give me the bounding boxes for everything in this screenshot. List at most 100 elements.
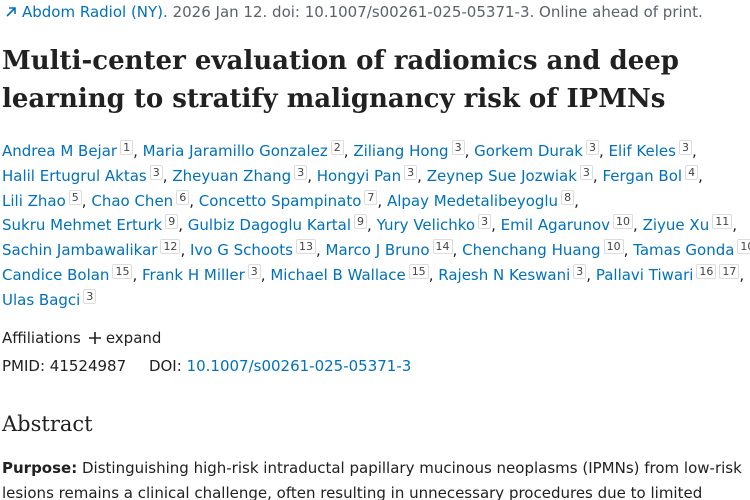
author-link[interactable]: Gulbiz Dagoglu Kartal [187,216,351,235]
author-link[interactable]: Ulas Bagci [2,290,81,309]
author-link[interactable]: Andrea M Bejar [2,142,118,160]
article-title: Multi-center evaluation of radiomics and… [2,46,679,114]
affiliation-number[interactable]: 8 [561,189,575,205]
pmid-label: PMID: [2,357,46,375]
author-separator: , [574,191,579,210]
affiliations-label: Affiliations [2,329,81,347]
author-link[interactable]: Alpay Medetalibeyoglu [386,191,559,210]
author-separator: , [691,142,697,160]
author-link[interactable]: Sukru Mehmet Erturk [2,216,163,235]
citation: Abdom Radiol (NY). 2026 Jan 12. doi: 10.… [4,3,703,21]
author-link[interactable]: Emil Agarunov [500,216,611,235]
author-separator: , [428,265,434,284]
expand-label: expand [105,329,162,347]
link-icon [6,7,16,17]
author-separator: , [343,142,349,160]
author-separator: , [315,241,321,260]
author-list: Andrea M Bejar 1, Maria Jaramillo Gonzale… [2,139,750,313]
affiliation-number[interactable]: 10 [603,239,624,255]
affiliation-number[interactable]: 6 [176,189,190,205]
author-link[interactable]: Sachin Jambawalikar [2,241,158,260]
affiliation-number[interactable]: 15 [408,263,429,279]
author-link[interactable]: Frank H Miller [142,265,245,284]
journal-link[interactable]: Abdom Radiol (NY). [22,3,168,21]
author-separator: , [417,166,422,185]
affiliation-number[interactable]: 13 [295,239,316,255]
author-link[interactable]: Yury Velichko [376,216,476,235]
author-separator: , [739,265,745,284]
affiliation-number[interactable]: 3 [478,214,492,230]
author-link[interactable]: Fergan Bol [602,166,683,185]
affiliation-number[interactable]: 3 [404,164,418,180]
author-separator: , [623,241,629,260]
affiliation-number[interactable]: 3 [573,263,587,279]
author-link[interactable]: Candice Bolan [2,265,110,284]
affiliation-number[interactable]: 3 [247,263,261,279]
affiliation-number[interactable]: 2 [330,140,344,155]
author-link[interactable]: Tamas Gonda [633,241,735,260]
doi-label: DOI: [148,357,182,375]
author-link[interactable]: Pallavi Tiwari [595,265,694,284]
affiliation-number[interactable]: 5 [68,189,82,205]
affiliation-number[interactable]: 15 [112,263,133,279]
identifiers: PMID: 41524987 DOI: 10.1007/s00261-025-0… [2,357,411,375]
affiliation-number[interactable]: 10 [613,214,634,230]
affiliation-number[interactable]: 9 [165,214,179,230]
author-link[interactable]: Zeynep Sue Jozwiak [426,166,577,185]
affiliation-number[interactable]: 10 [737,239,750,255]
author-link[interactable]: Chao Chen [91,191,174,210]
author-link[interactable]: Marco J Bruno [325,241,430,260]
author-link[interactable]: Ziliang Hong [353,142,449,160]
author-separator: , [180,241,186,260]
affiliation-number[interactable]: 3 [149,164,163,180]
affiliation-number[interactable]: 3 [678,140,692,155]
author-link[interactable]: Ziyue Xu [642,216,710,235]
author-separator: , [491,216,496,235]
citation-details: 2026 Jan 12. doi: 10.1007/s00261-025-053… [172,3,703,21]
author-link[interactable]: Gorkem Durak [474,142,583,160]
author-link[interactable]: Michael B Wallace [270,265,406,284]
affiliation-number[interactable]: 12 [160,239,181,255]
affiliation-number[interactable]: 3 [451,140,465,155]
author-separator: , [732,216,737,235]
author-link[interactable]: Rajesh N Keswani [438,265,571,284]
affiliation-number[interactable]: 17 [719,263,740,279]
author-separator: , [133,142,138,160]
affiliation-number[interactable]: 3 [294,164,308,180]
affiliation-number[interactable]: 16 [696,263,717,279]
author-separator: , [586,265,592,284]
purpose-label: Purpose: [2,459,78,477]
author-separator: , [132,265,138,284]
affiliation-number[interactable]: 11 [712,214,733,230]
author-link[interactable]: Chenchang Huang [462,241,601,260]
affiliation-number[interactable]: 14 [432,239,453,255]
affiliation-number[interactable]: 3 [585,140,599,155]
author-link[interactable]: Halil Ertugrul Aktas [2,166,147,185]
doi-link[interactable]: 10.1007/s00261-025-05371-3 [186,357,412,375]
author-separator: , [464,142,470,160]
affiliation-number[interactable]: 1 [120,140,134,155]
affiliation-number[interactable]: 4 [685,164,699,180]
author-link[interactable]: Lili Zhao [2,191,66,210]
author-separator: , [162,166,168,185]
pmid: 41524987 [49,357,127,375]
affiliations-toggle[interactable]: Affiliations expand [2,329,161,347]
affiliation-number[interactable]: 7 [364,189,378,205]
author-link[interactable]: Hongyi Pan [316,166,402,185]
author-link[interactable]: Ivo G Schoots [190,241,293,260]
affiliation-number[interactable]: 3 [83,288,97,304]
abstract-heading: Abstract [2,412,93,436]
author-link[interactable]: Zheyuan Zhang [172,166,292,185]
abstract-paragraph: Purpose: Distinguishing high-risk intrad… [2,456,747,500]
author-link[interactable]: Concetto Spampinato [198,191,362,210]
author-separator: , [367,216,372,235]
affiliation-number[interactable]: 9 [354,214,367,230]
author-separator: , [178,216,183,235]
expand-button[interactable]: expand [88,329,162,347]
author-separator: , [592,166,598,185]
affiliation-number[interactable]: 3 [579,164,593,180]
author-link[interactable]: Maria Jaramillo Gonzalez [142,142,328,160]
author-separator: , [377,191,383,210]
author-link[interactable]: Elif Keles [608,142,676,160]
